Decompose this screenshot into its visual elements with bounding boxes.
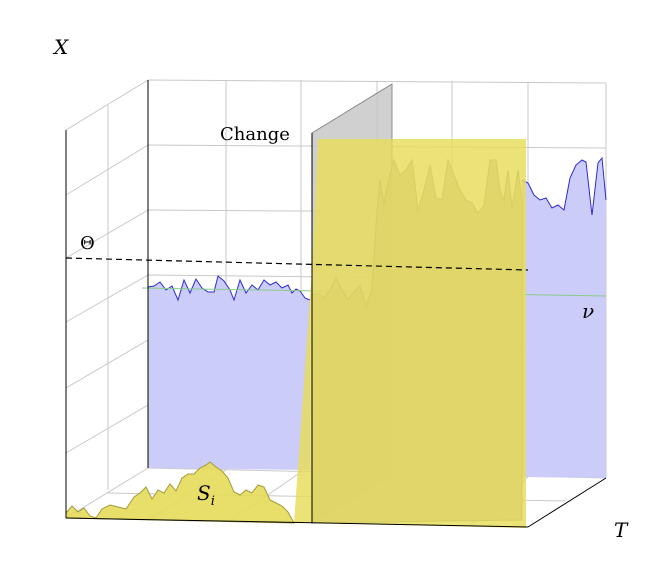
s-i-main: S [197, 481, 211, 505]
threshold-line [65, 257, 529, 271]
theta-label: Θ [80, 233, 95, 254]
s-i-label: Si [197, 481, 215, 509]
signal-fill-after [522, 158, 606, 478]
s-i-subscript: i [211, 494, 215, 509]
x-axis-label: X [52, 35, 69, 59]
box-frame [65, 80, 607, 528]
signal-fill-before [148, 276, 310, 470]
change-label: Change [220, 124, 290, 145]
s-i-distribution [65, 461, 295, 524]
signal-line-before [147, 275, 311, 302]
signal-line-after [521, 156, 607, 216]
side-grid [65, 79, 149, 490]
nu-label: ν [582, 299, 594, 323]
t-axis-label: T [614, 518, 629, 542]
highlight-slab [294, 139, 526, 528]
